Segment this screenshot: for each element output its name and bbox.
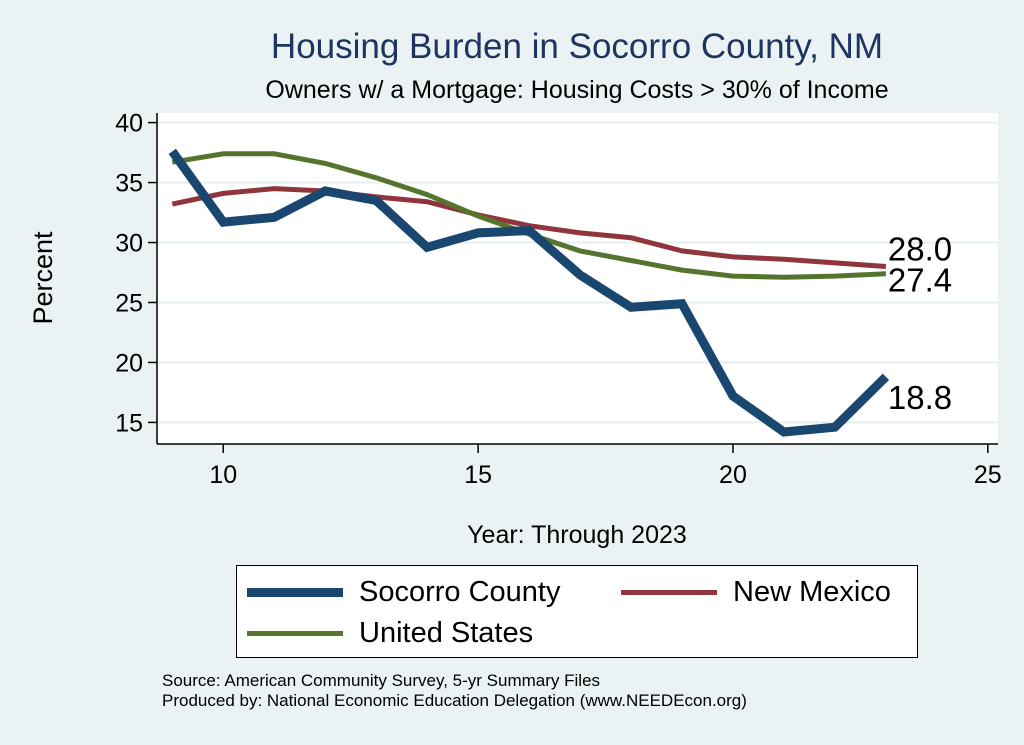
legend: Socorro County New Mexico United States [236,565,918,658]
series-line-socorro-county [168,148,890,437]
end-label-united-states: 27.4 [888,262,952,299]
chart-title: Housing Burden in Socorro County, NM [271,27,883,66]
x-tick-label: 15 [464,461,492,489]
end-label-socorro-county: 18.8 [888,379,952,416]
source-line: Source: American Community Survey, 5-yr … [162,671,601,690]
source-note: Source: American Community Survey, 5-yr … [162,671,747,711]
legend-item-socorro-county: Socorro County [247,576,561,609]
legend-swatch-new-mexico [621,590,717,595]
chart-subtitle: Owners w/ a Mortgage: Housing Costs > 30… [265,76,888,104]
y-tick-label: 25 [115,289,143,317]
y-axis-label: Percent [28,231,58,325]
y-tick-label: 15 [115,409,143,437]
legend-item-united-states: United States [247,617,533,650]
y-tick-label: 20 [115,349,143,377]
x-tick-label: 20 [719,461,747,489]
end-label-new-mexico: 28.0 [888,231,952,268]
series-line-new-mexico [171,186,887,269]
y-tick-label: 40 [115,110,143,138]
y-tick-label: 35 [115,170,143,198]
x-axis-label: Year: Through 2023 [467,521,687,549]
x-tick-label: 10 [209,461,237,489]
x-tick-label: 25 [974,461,1002,489]
legend-label-socorro-county: Socorro County [359,576,561,608]
legend-label-new-mexico: New Mexico [733,576,891,608]
legend-item-new-mexico: New Mexico [621,576,891,609]
legend-label-united-states: United States [359,617,534,649]
legend-swatch-united-states [247,631,343,636]
y-tick-label: 30 [115,230,143,258]
legend-swatch-socorro-county [247,588,343,597]
producer-line: Produced by: National Economic Education… [162,691,747,710]
